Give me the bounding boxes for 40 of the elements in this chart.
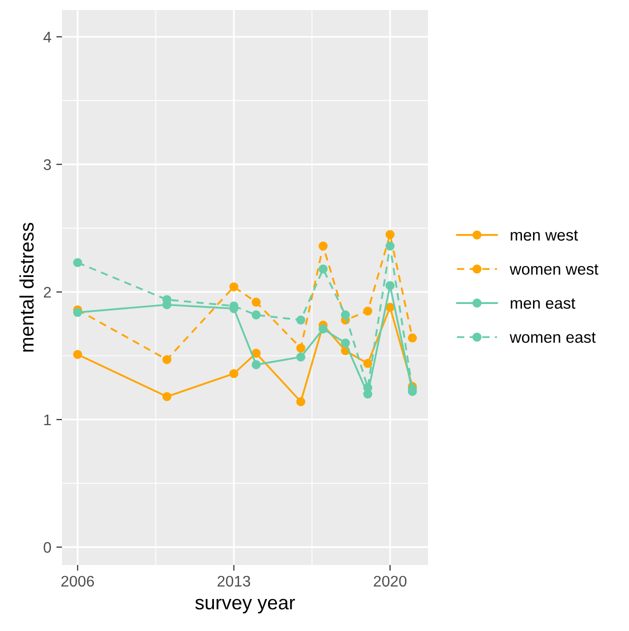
point [340,338,350,348]
point [73,308,82,317]
point [252,348,261,358]
point [386,281,395,290]
legend-label: women east [510,332,596,343]
point [318,264,328,274]
point [296,344,306,353]
point [386,230,395,240]
point [229,369,238,378]
point [340,310,350,320]
y-axis-title: mental distress [19,222,34,352]
y-tick-label: 0 [44,542,51,553]
y-tick-label: 3 [44,159,51,170]
x-tick-label: 2013 [218,576,250,587]
point [296,352,306,362]
legend-label: men east [510,298,576,309]
point [318,242,328,251]
point [252,310,261,320]
point [296,397,306,406]
point [252,360,261,370]
point [73,258,82,268]
point [318,324,328,334]
point [162,355,172,364]
x-tick-label: 2006 [61,576,94,587]
legend-label: men west [510,230,578,241]
x-axis-title: survey year [195,598,295,614]
point [296,316,306,325]
point [73,350,82,359]
point [229,282,238,292]
x-tick-label: 2020 [374,576,406,587]
point [408,333,417,342]
legend-label: women west [510,264,598,275]
point [363,306,372,316]
point [386,242,395,251]
y-tick-label: 1 [44,414,51,426]
point [162,392,172,402]
y-tick-label: 2 [44,286,51,298]
y-tick-label: 4 [43,32,52,42]
point [252,298,261,307]
point [363,358,372,368]
